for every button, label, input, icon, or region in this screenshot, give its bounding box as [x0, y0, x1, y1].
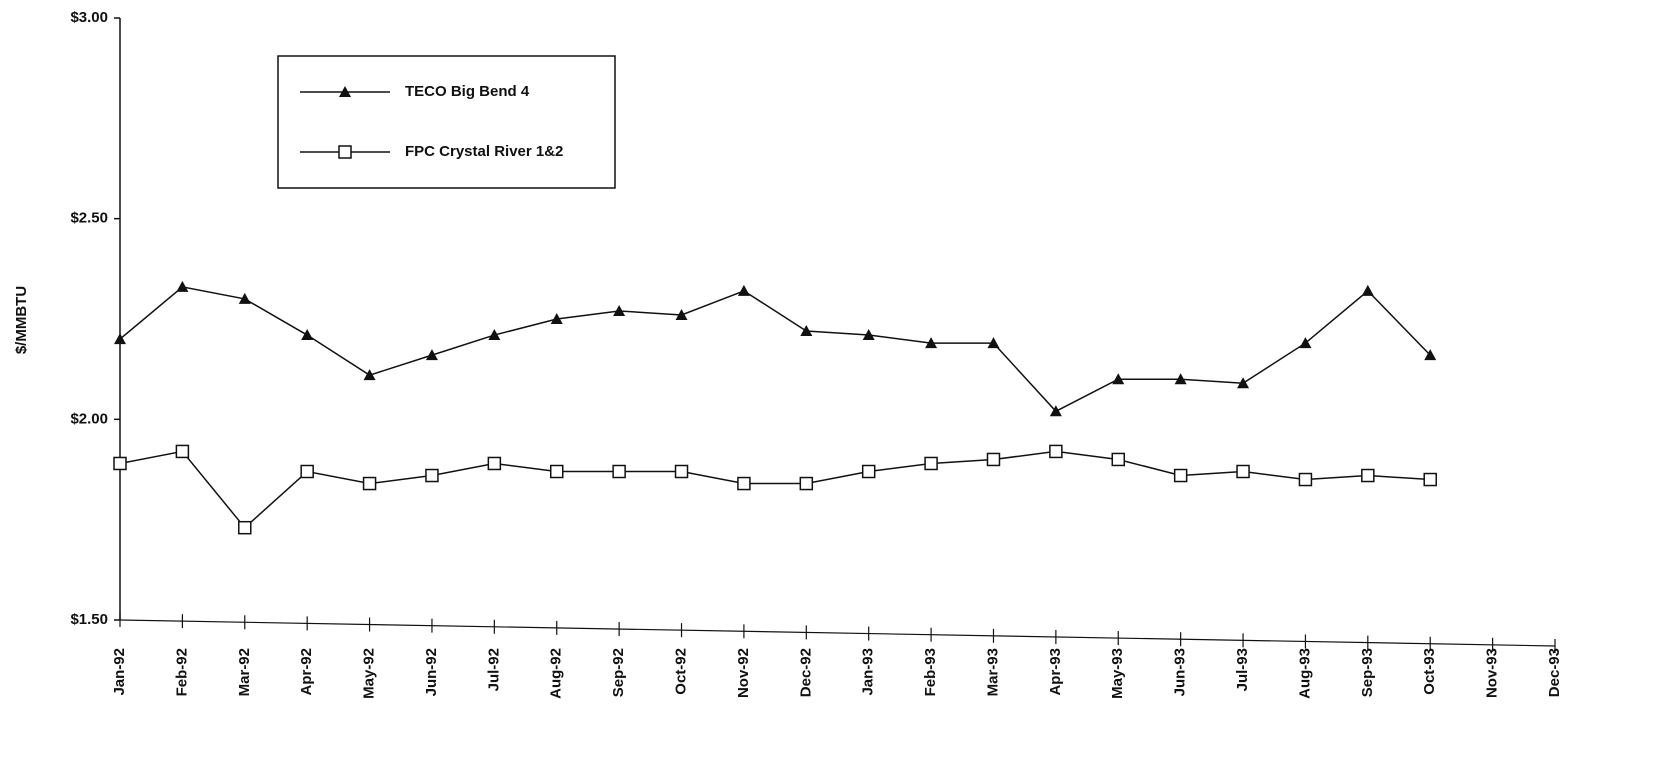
x-tick-label: Nov-93: [1484, 648, 1501, 698]
x-tick-label: Sep-93: [1359, 648, 1376, 697]
marker: [175, 444, 190, 459]
marker: [1237, 377, 1250, 389]
x-tick-label: Jun-92: [423, 648, 440, 696]
marker: [1049, 405, 1062, 417]
marker: [1423, 472, 1437, 487]
marker: [300, 464, 314, 479]
marker: [1361, 468, 1375, 483]
x-tick-label: Mar-93: [984, 648, 1001, 696]
marker: [612, 464, 626, 479]
marker: [924, 456, 938, 471]
marker: [425, 349, 438, 361]
marker: [549, 464, 564, 479]
marker: [1299, 337, 1312, 349]
marker: [799, 476, 814, 491]
x-tick-label: Feb-93: [922, 648, 939, 696]
x-tick-label: Aug-93: [1296, 648, 1313, 699]
marker: [737, 476, 751, 491]
marker: [737, 284, 750, 296]
x-tick-label: Feb-92: [173, 648, 190, 696]
marker: [986, 452, 1001, 467]
marker: [1173, 468, 1188, 483]
y-axis-label: $/MMBTU: [13, 286, 30, 354]
marker: [1174, 373, 1187, 385]
legend-box: [277, 55, 616, 189]
marker: [114, 333, 126, 345]
marker: [301, 329, 314, 341]
y-tick-label: $3.00: [70, 9, 108, 26]
marker: [362, 476, 377, 491]
y-tick-label: $1.50: [70, 611, 108, 628]
x-tick-label: Apr-93: [1047, 648, 1064, 696]
legend-label: TECO Big Bend 4: [405, 83, 530, 100]
x-tick-label: Dec-93: [1546, 648, 1563, 697]
x-tick-label: May-92: [361, 648, 378, 699]
marker: [339, 86, 351, 97]
marker: [1112, 373, 1125, 385]
marker: [1424, 349, 1437, 361]
x-tick-label: Nov-92: [735, 648, 752, 698]
legend-label: FPC Crystal River 1&2: [405, 143, 563, 160]
marker: [925, 337, 938, 349]
x-tick-label: Aug-92: [548, 648, 565, 699]
series-line: [119, 450, 1431, 529]
x-tick-label: Jun-93: [1172, 648, 1189, 696]
marker: [613, 304, 626, 316]
marker: [1361, 284, 1374, 296]
marker: [488, 329, 501, 341]
marker: [675, 308, 688, 320]
marker: [113, 456, 127, 471]
x-tick-label: Dec-92: [797, 648, 814, 697]
marker: [1236, 464, 1250, 479]
x-tick-label: Jan-92: [111, 648, 128, 696]
marker: [674, 464, 689, 479]
y-tick-label: $2.50: [70, 210, 108, 227]
x-tick-label: May-93: [1109, 648, 1126, 699]
x-tick-label: Oct-92: [672, 648, 689, 695]
marker: [238, 520, 252, 535]
x-tick-label: Sep-92: [610, 648, 627, 697]
marker: [338, 145, 352, 159]
marker: [1298, 472, 1313, 487]
y-tick-label: $2.00: [70, 410, 108, 427]
x-tick-label: Jul-92: [485, 648, 502, 691]
marker: [425, 468, 439, 483]
x-tick-label: Mar-92: [236, 648, 253, 696]
marker: [238, 292, 251, 304]
marker: [176, 280, 189, 292]
marker: [861, 464, 876, 479]
marker: [1049, 444, 1063, 459]
marker: [862, 329, 875, 341]
x-axis: [119, 619, 1556, 647]
marker: [487, 456, 502, 471]
series-line: [119, 286, 1431, 413]
x-tick-label: Apr-92: [298, 648, 315, 696]
marker: [363, 369, 376, 381]
marker: [1111, 452, 1126, 467]
x-tick-label: Jul-93: [1234, 648, 1251, 691]
x-tick-label: Jan-93: [860, 648, 877, 696]
marker: [987, 337, 1000, 349]
marker: [550, 313, 563, 324]
x-tick-label: Oct-93: [1421, 648, 1438, 695]
marker: [800, 325, 813, 337]
